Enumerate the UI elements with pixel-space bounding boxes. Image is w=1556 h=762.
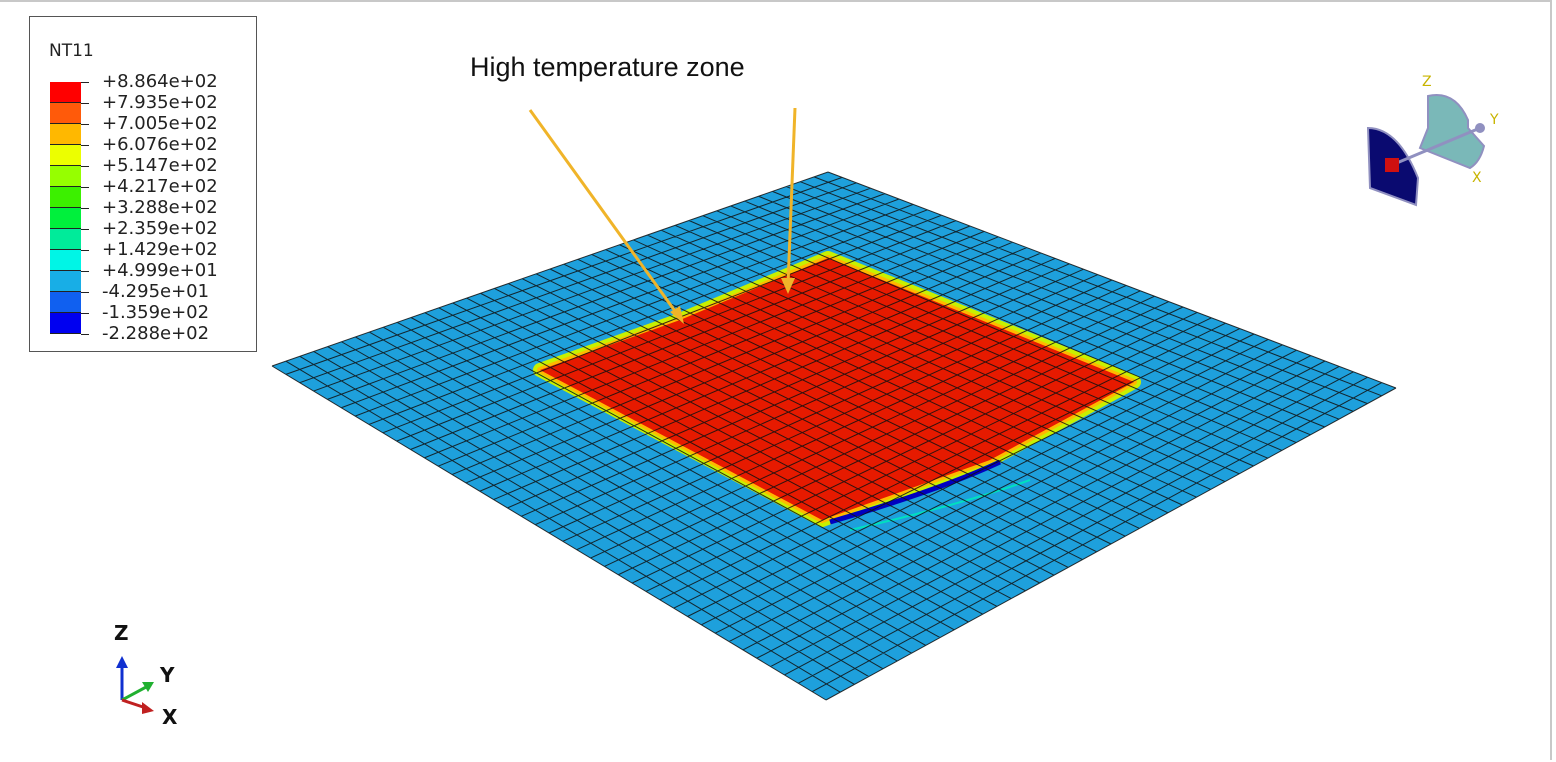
legend-swatch — [50, 292, 81, 313]
legend-swatch — [50, 166, 81, 187]
legend-label: +5.147e+02 — [102, 155, 218, 176]
triad-x-label: X — [162, 705, 178, 729]
legend-tick — [81, 166, 89, 167]
legend-tick — [81, 82, 89, 83]
view-axis-knob — [1475, 123, 1485, 133]
legend-label: -4.295e+01 — [102, 281, 210, 302]
x-arrowhead — [142, 702, 154, 714]
legend-swatch — [50, 124, 81, 145]
arrow-head — [781, 278, 795, 294]
view-face-light — [1418, 94, 1486, 170]
view-y-label: Y — [1489, 112, 1499, 128]
legend-swatch — [50, 145, 81, 166]
legend-label: -2.288e+02 — [102, 323, 210, 344]
legend-tick — [81, 313, 89, 314]
legend-label: +2.359e+02 — [102, 218, 218, 239]
contour-legend: NT11 +8.864e+02 +7.935e+02 +7.005e+02 +6.07… — [29, 16, 257, 352]
legend-tick — [81, 271, 89, 272]
legend-tick — [81, 124, 89, 125]
view-z-label: Z — [1422, 74, 1432, 90]
legend-swatch — [50, 271, 81, 292]
legend-swatch — [50, 208, 81, 229]
legend-swatch — [50, 229, 81, 250]
legend-swatch — [50, 250, 81, 271]
legend-swatch — [50, 187, 81, 208]
legend-swatch — [50, 313, 81, 334]
legend-title: NT11 — [49, 41, 94, 61]
legend-label: +7.935e+02 — [102, 92, 218, 113]
legend-tick — [81, 292, 89, 293]
triad-y-label: Y — [159, 663, 175, 687]
legend-label: +4.217e+02 — [102, 176, 218, 197]
view-center-marker — [1385, 158, 1399, 172]
legend-tick — [81, 187, 89, 188]
view-axis-line — [1391, 126, 1481, 167]
legend-label: +3.288e+02 — [102, 197, 218, 218]
legend-tick — [81, 229, 89, 230]
triad-z-label: Z — [114, 621, 129, 645]
y-arrowhead — [142, 682, 154, 692]
cold-band-edge — [849, 479, 1031, 531]
z-arrowhead — [116, 656, 128, 668]
legend-swatch — [50, 103, 81, 124]
legend-label: +7.005e+02 — [102, 113, 218, 134]
legend-tick — [81, 334, 89, 335]
annotation-arrow — [528, 109, 682, 319]
mesh-grid — [271, 171, 1397, 701]
legend-label: +4.999e+01 — [102, 260, 218, 281]
legend-tick — [81, 145, 89, 146]
arrow-head — [670, 306, 684, 324]
legend-label: -1.359e+02 — [102, 302, 210, 323]
legend-label: +8.864e+02 — [102, 71, 218, 92]
annotation-label: High temperature zone — [470, 52, 745, 82]
legend-tick — [81, 103, 89, 104]
annotation-arrow — [786, 107, 797, 286]
legend-label: +6.076e+02 — [102, 134, 218, 155]
y-axis-arrow — [121, 684, 149, 702]
legend-tick — [81, 250, 89, 251]
legend-label: +1.429e+02 — [102, 239, 218, 260]
legend-tick — [81, 208, 89, 209]
legend-swatch — [50, 82, 81, 103]
view-x-label: X — [1472, 170, 1482, 186]
